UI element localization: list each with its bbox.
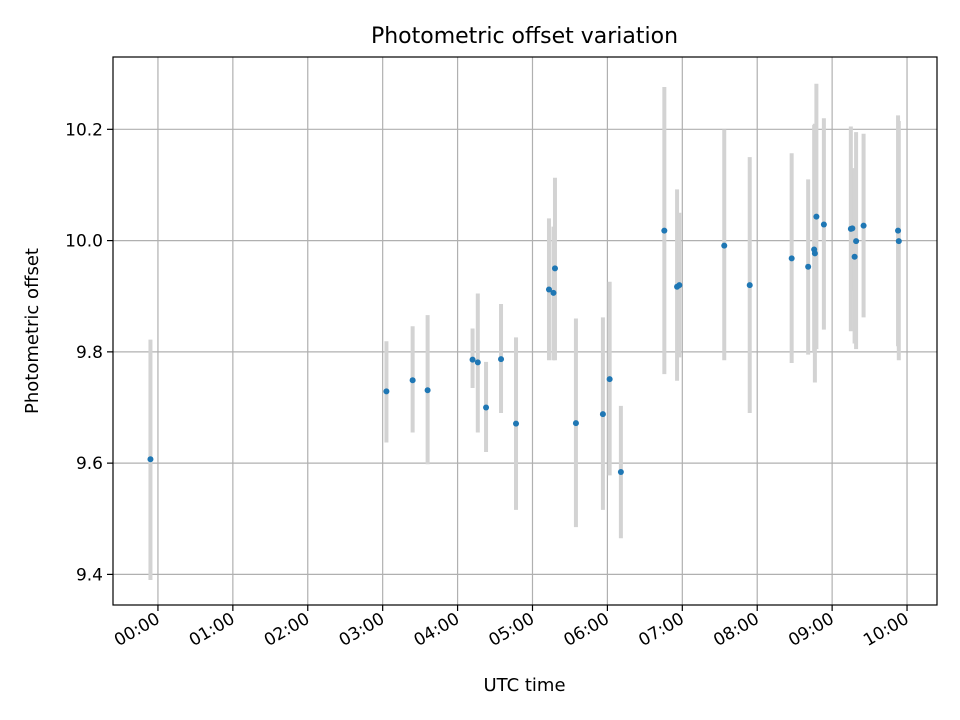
data-point <box>805 263 812 270</box>
data-point <box>813 213 820 220</box>
y-tick-label: 10.2 <box>65 120 103 140</box>
data-point <box>860 222 867 229</box>
data-point <box>424 387 431 394</box>
x-tick-label: 07:00 <box>635 609 687 651</box>
y-tick-label: 9.8 <box>76 343 103 363</box>
data-point <box>811 250 818 257</box>
x-axis-ticks: 00:00 01:00 02:00 03:00 04:00 05:00 06:00 07:00… <box>111 605 913 651</box>
data-point <box>550 289 557 296</box>
data-point <box>676 282 683 289</box>
x-tick-label: 09:00 <box>785 609 837 651</box>
x-tick-label: 00:00 <box>111 609 163 651</box>
data-points <box>147 213 902 476</box>
data-point <box>483 404 490 411</box>
x-tick-label: 02:00 <box>261 609 313 651</box>
y-axis-ticks: 9.4 9.6 9.8 10.0 10.2 <box>65 120 113 585</box>
data-point <box>721 242 728 249</box>
y-tick-label: 10.0 <box>65 232 103 252</box>
x-axis-label: UTC time <box>483 675 565 696</box>
data-point <box>474 359 481 366</box>
data-point <box>617 469 624 476</box>
x-tick-label: 01:00 <box>186 609 238 651</box>
data-point <box>851 253 858 260</box>
data-point <box>661 227 668 234</box>
x-tick-label: 08:00 <box>710 609 762 651</box>
data-point <box>551 265 558 272</box>
x-tick-label: 10:00 <box>860 609 912 651</box>
x-tick-label: 06:00 <box>560 609 612 651</box>
data-point <box>383 388 390 395</box>
data-point <box>147 456 154 463</box>
data-point <box>572 420 579 427</box>
y-axis-label: Photometric offset <box>22 248 43 414</box>
data-point <box>788 255 795 262</box>
data-point <box>820 221 827 228</box>
error-bars <box>148 83 901 580</box>
y-tick-label: 9.4 <box>76 565 103 585</box>
data-point <box>545 286 552 293</box>
x-tick-label: 05:00 <box>486 609 538 651</box>
chart-title: Photometric offset variation <box>371 24 678 49</box>
data-point <box>606 376 613 383</box>
data-point <box>853 238 860 245</box>
data-point <box>849 225 856 232</box>
data-point <box>498 356 505 363</box>
data-point <box>895 227 902 234</box>
data-point <box>469 356 476 363</box>
x-tick-label: 03:00 <box>336 609 388 651</box>
data-point <box>746 282 753 289</box>
plot-area-frame <box>112 56 938 606</box>
data-point <box>513 420 520 427</box>
data-point <box>599 411 606 418</box>
data-point <box>409 377 416 384</box>
data-point <box>895 238 902 245</box>
x-tick-label: 04:00 <box>411 609 463 651</box>
grid-lines <box>113 57 937 605</box>
y-tick-label: 9.6 <box>76 454 103 474</box>
